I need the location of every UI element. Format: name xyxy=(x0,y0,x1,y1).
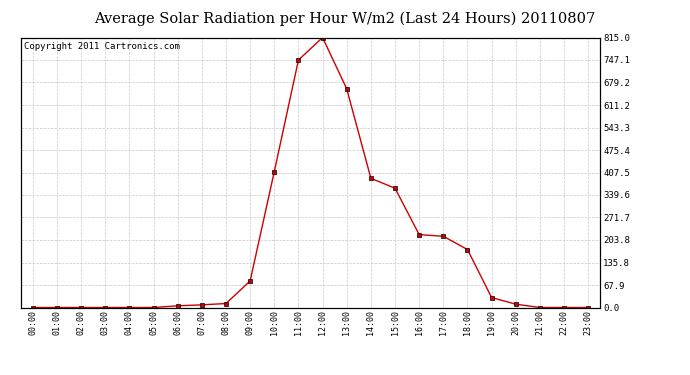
Text: Copyright 2011 Cartronics.com: Copyright 2011 Cartronics.com xyxy=(23,42,179,51)
Text: Average Solar Radiation per Hour W/m2 (Last 24 Hours) 20110807: Average Solar Radiation per Hour W/m2 (L… xyxy=(95,11,595,26)
